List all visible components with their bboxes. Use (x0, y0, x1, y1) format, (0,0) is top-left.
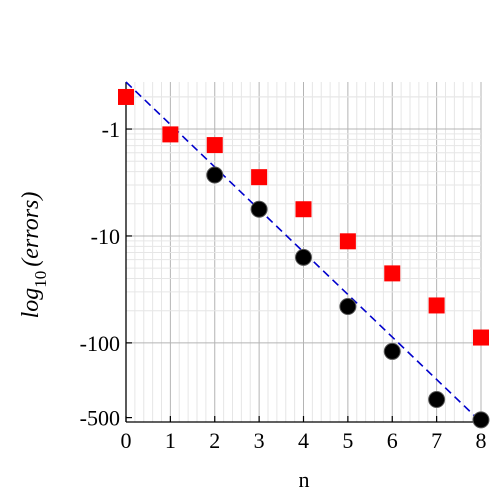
x-tick-labels: 0 1 2 3 4 5 6 7 8 (121, 428, 487, 453)
x-tick-label: 8 (476, 428, 487, 453)
black-circle-point (472, 411, 490, 429)
x-tick-label: 5 (342, 428, 353, 453)
y-axis-title: log10 (errors) (18, 192, 50, 319)
x-tick-label: 4 (298, 428, 309, 453)
black-circle-point (250, 200, 268, 218)
red-square-point (118, 88, 134, 105)
red-square-point (428, 297, 445, 314)
red-square-point (295, 201, 312, 218)
black-circle-point (339, 298, 357, 316)
x-tick-label: 6 (387, 428, 398, 453)
red-square-point (251, 169, 268, 186)
y-tick-label: -500 (80, 406, 120, 431)
x-tick-label: 1 (165, 428, 176, 453)
x-tick-label: 3 (254, 428, 265, 453)
black-circle-point (383, 342, 401, 360)
axes (125, 82, 482, 423)
y-tick-label: -10 (91, 224, 120, 249)
y-axis-title-prefix: log (18, 288, 44, 319)
red-square-point (162, 126, 179, 143)
x-axis-title: n (299, 467, 310, 492)
red-square-point (384, 265, 401, 282)
x-tick-label: 0 (121, 428, 132, 453)
y-tick-label: -100 (80, 331, 120, 356)
black-circle-point (428, 391, 446, 409)
y-tick-labels: -1 -10 -100 -500 (80, 117, 120, 431)
y-axis-title-subscript: 10 (31, 271, 50, 288)
series-layer (118, 81, 490, 429)
black-circle-point (206, 166, 224, 184)
red-square-point (473, 329, 489, 346)
y-tick-label: -1 (102, 117, 120, 142)
x-tick-label: 7 (431, 428, 442, 453)
x-tick-label: 2 (209, 428, 220, 453)
black-circle-point (295, 248, 312, 266)
reference-line (125, 81, 482, 423)
y-axis-title-argument: (errors) (18, 192, 44, 267)
red-square-point (206, 137, 223, 154)
red-square-point (339, 233, 356, 250)
